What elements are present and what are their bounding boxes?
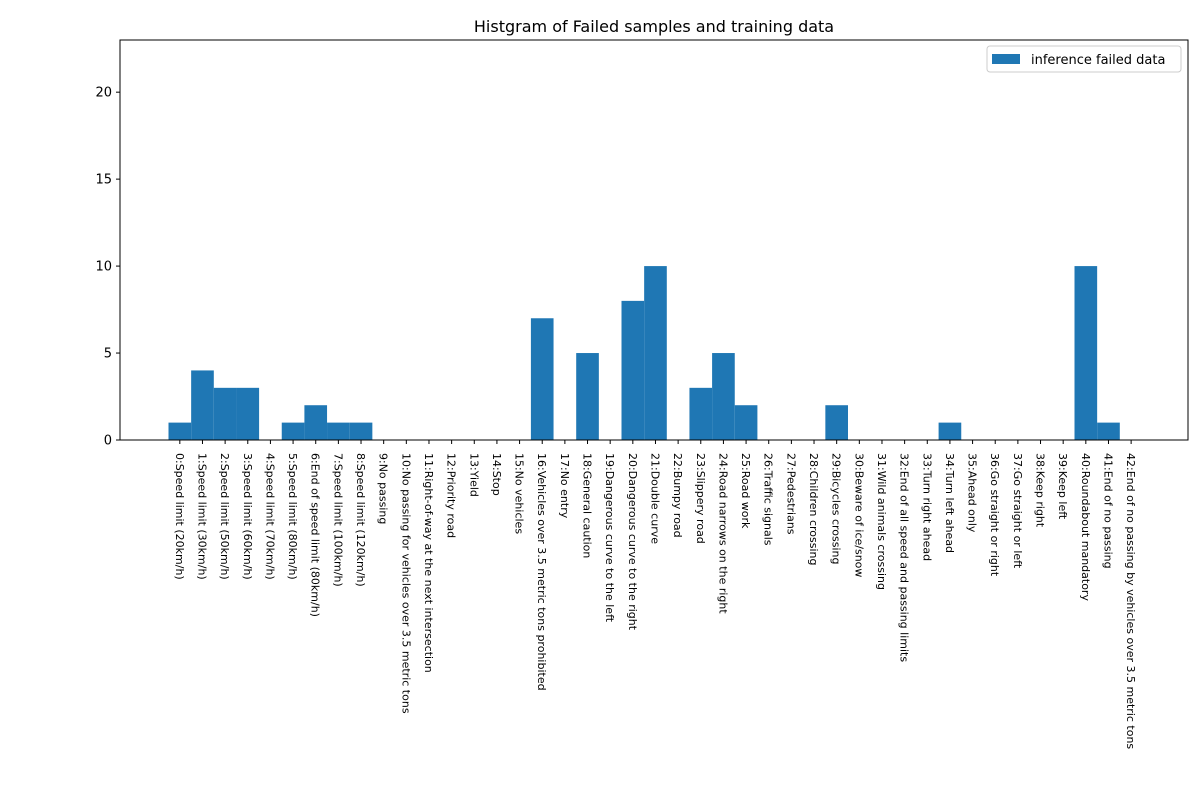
x-tick-label: 3:Speed limit (60km/h)	[241, 453, 254, 580]
x-tick-label: 21:Double curve	[648, 453, 661, 544]
bar-40	[1074, 266, 1098, 440]
bar-41	[1097, 422, 1120, 440]
x-tick-label: 22:Bumpy road	[671, 453, 684, 538]
x-tick-label: 8:Speed limit (120km/h)	[354, 453, 367, 587]
x-tick-label: 18:General caution	[581, 453, 594, 558]
x-tick-label: 13:Yield	[467, 453, 480, 497]
x-tick-label: 40:Roundabout mandatory	[1079, 453, 1092, 601]
bar-8	[349, 422, 373, 440]
bars-group	[168, 266, 1120, 440]
x-tick-label: 14:Stop	[490, 453, 503, 496]
x-tick-label: 28:Children crossing	[807, 453, 820, 566]
x-tick-label: 42:End of no passing by vehicles over 3.…	[1124, 453, 1137, 749]
legend-label: inference failed data	[1031, 53, 1165, 68]
x-tick-label: 41:End of no passing	[1101, 453, 1114, 569]
x-tick-label: 38:Keep right	[1034, 453, 1047, 528]
bar-23	[689, 387, 713, 440]
bar-5	[281, 422, 305, 440]
bar-34	[938, 422, 962, 440]
x-tick-label: 17:No entry	[558, 453, 571, 519]
bar-1	[191, 370, 214, 440]
x-tick-label: 29:Bicycles crossing	[830, 453, 843, 565]
chart-title: Histgram of Failed samples and training …	[474, 17, 834, 36]
bar-16	[530, 318, 554, 440]
x-tick-label: 20:Dangerous curve to the right	[626, 453, 639, 631]
x-tick-label: 0:Speed limit (20km/h)	[173, 453, 186, 580]
x-tick-label: 33:Turn right ahead	[920, 453, 933, 561]
x-tick-label: 9:No passing	[377, 453, 390, 524]
bar-25	[734, 405, 758, 440]
x-tick-label: 39:Keep left	[1056, 453, 1069, 520]
x-tick-label: 7:Speed limit (100km/h)	[331, 453, 344, 587]
bar-2	[213, 387, 237, 440]
x-tick-label: 1:Speed limit (30km/h)	[195, 453, 208, 580]
legend-swatch	[992, 54, 1020, 64]
x-axis: 0:Speed limit (20km/h) 1:Speed limit (30k…	[173, 440, 1137, 749]
x-tick-label: 31:Wild animals crossing	[875, 453, 888, 590]
bar-24	[712, 353, 735, 440]
bar-7	[327, 422, 350, 440]
y-tick-label: 15	[95, 173, 112, 188]
bar-29	[825, 405, 848, 440]
bar-18	[576, 353, 599, 440]
x-tick-label: 11:Right-of-way at the next intersection	[422, 453, 435, 673]
x-tick-label: 34:Turn left ahead	[943, 453, 956, 553]
y-tick-label: 0	[104, 434, 112, 449]
x-tick-label: 36:Go straight or right	[988, 453, 1001, 577]
x-tick-label: 25:Road work	[739, 453, 752, 529]
bar-21	[644, 266, 667, 440]
x-tick-label: 32:End of all speed and passing limits	[898, 453, 911, 662]
x-tick-label: 16:Vehicles over 3.5 metric tons prohibi…	[535, 453, 548, 691]
y-tick-label: 10	[95, 260, 112, 275]
x-tick-label: 2:Speed limit (50km/h)	[218, 453, 231, 580]
x-tick-label: 6:End of speed limit (80km/h)	[309, 453, 322, 617]
x-tick-label: 26:Traffic signals	[762, 453, 775, 546]
y-tick-label: 20	[95, 86, 112, 101]
x-tick-label: 27:Pedestrians	[784, 453, 797, 535]
bar-6	[304, 405, 328, 440]
x-tick-label: 12:Priority road	[445, 453, 458, 538]
x-tick-label: 24:Road narrows on the right	[716, 453, 729, 614]
x-tick-label: 19:Dangerous curve to the left	[603, 453, 616, 623]
bar-0	[168, 422, 192, 440]
x-tick-label: 15:No vehicles	[513, 453, 526, 534]
y-axis: 0 5 10 15 20	[95, 86, 120, 449]
x-tick-label: 4:Speed limit (70km/h)	[263, 453, 276, 580]
x-tick-label: 5:Speed limit (80km/h)	[286, 453, 299, 580]
bar-20	[621, 300, 645, 440]
x-tick-label: 30:Beware of ice/snow	[852, 453, 865, 577]
x-tick-label: 37:Go straight or left	[1011, 453, 1024, 569]
y-tick-label: 5	[104, 347, 112, 362]
bar-3	[236, 387, 260, 440]
x-tick-label: 10:No passing for vehicles over 3.5 metr…	[399, 453, 412, 714]
plot-frame	[119, 39, 1189, 441]
x-tick-label: 35:Ahead only	[966, 453, 979, 533]
x-tick-label: 23:Slippery road	[694, 453, 707, 544]
legend: inference failed data	[986, 45, 1182, 73]
legend-box	[986, 45, 1182, 73]
